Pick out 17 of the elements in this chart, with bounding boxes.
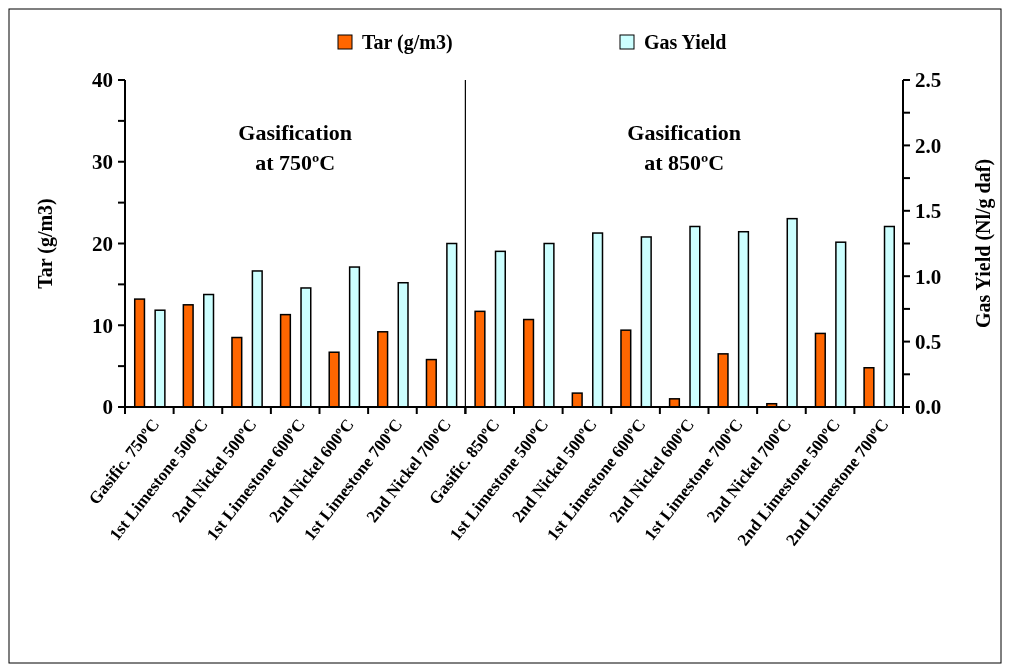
y-tick-label: 20 — [92, 231, 113, 256]
y2-tick-label: 1.0 — [915, 264, 942, 289]
y-tick-label: 0 — [102, 395, 113, 420]
y2-tick-label: 0.0 — [915, 395, 942, 420]
y-tick-label: 30 — [92, 150, 113, 175]
annotation: Gasification at 850ºC — [627, 120, 742, 175]
y2-tick-label: 2.5 — [915, 68, 942, 93]
y2-tick-label: 0.5 — [915, 329, 942, 354]
legend-label: Gas Yield — [644, 31, 727, 53]
annotation: Gasification at 750ºC — [238, 120, 353, 175]
legend-label: Tar (g/m3) — [362, 31, 453, 54]
y2-axis-title: Gas Yield (Nl/g daf) — [972, 158, 995, 329]
y-tick-label: 40 — [92, 68, 113, 93]
y-axis-title: Tar (g/m3) — [34, 198, 57, 289]
y2-tick-label: 1.5 — [915, 199, 942, 224]
y-tick-label: 10 — [92, 313, 113, 338]
y2-tick-label: 2.0 — [915, 133, 942, 158]
